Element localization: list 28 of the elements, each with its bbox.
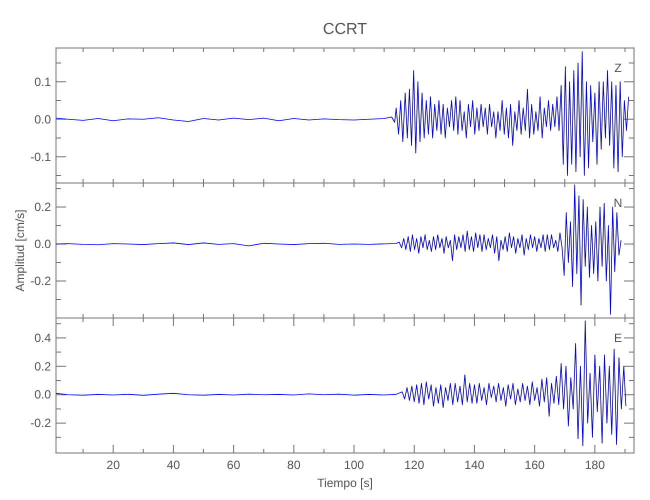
x-tick-label: 140 [464, 458, 485, 472]
y-tick-label: -0.1 [30, 150, 52, 164]
x-tick-label: 160 [524, 458, 545, 472]
x-tick-label: 80 [287, 458, 301, 472]
x-axis-title: Tiempo [s] [317, 476, 373, 490]
annotation: N [614, 196, 622, 210]
x-tick-label: 40 [166, 458, 180, 472]
annotation: Z [614, 61, 622, 75]
y-axis-title: Amplitud [cm/s] [13, 209, 27, 292]
y-tick-label: -0.2 [30, 274, 52, 288]
chart-title: CCRT [322, 21, 368, 38]
y-tick-label: 0.2 [34, 359, 52, 374]
x-tick-label: 60 [226, 458, 241, 472]
annotation: E [614, 331, 622, 345]
x-tick-label: 120 [404, 458, 425, 472]
x-tick-label: 20 [106, 458, 120, 472]
y-tick-label: 0.0 [34, 388, 52, 402]
x-tick-label: 100 [344, 458, 364, 472]
y-tick-label: 0.1 [34, 74, 52, 89]
y-tick-label: 0.0 [34, 237, 52, 252]
y-tick-label: -0.2 [30, 416, 52, 430]
line-series [56, 184, 622, 315]
y-tick-label: 0.0 [34, 112, 52, 126]
y-tick-label: 0.4 [34, 330, 52, 345]
line-series [56, 320, 626, 446]
y-tick-label: 0.2 [34, 200, 52, 214]
x-tick-label: 180 [584, 458, 606, 472]
line-series [56, 51, 629, 176]
